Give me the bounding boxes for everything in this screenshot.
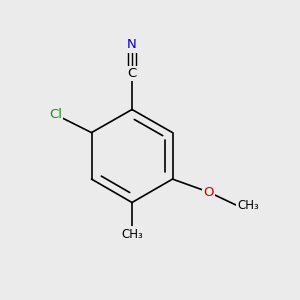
Text: N: N [127, 38, 137, 52]
Text: Cl: Cl [49, 108, 62, 121]
Text: O: O [203, 185, 214, 199]
Text: O: O [203, 185, 214, 199]
Text: CH₃: CH₃ [237, 199, 259, 212]
Text: N: N [127, 38, 137, 52]
Text: CH₃: CH₃ [237, 199, 259, 212]
Text: C: C [128, 67, 136, 80]
Text: C: C [128, 67, 136, 80]
Text: CH₃: CH₃ [121, 227, 143, 241]
Text: CH₃: CH₃ [121, 227, 143, 241]
Text: Cl: Cl [49, 108, 62, 121]
